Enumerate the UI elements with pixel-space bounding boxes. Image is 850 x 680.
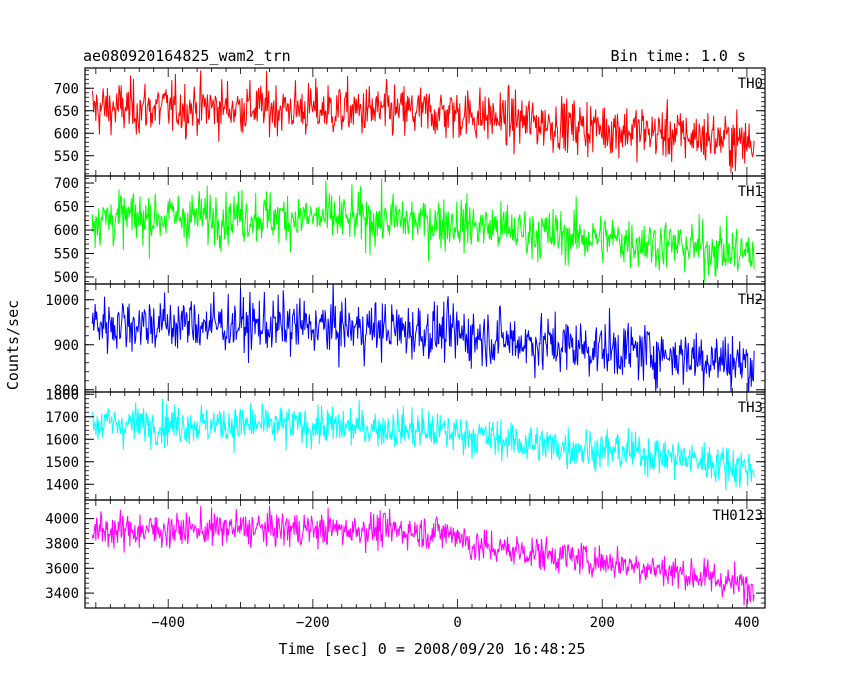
x-tick-label: 200 — [590, 615, 615, 631]
panels-group: 550 600 650 700 TH0 500 550 600 650 700 TH1 800 900 1… — [45, 67, 766, 609]
panel-label: TH0123 — [712, 508, 763, 524]
chart-title: ae080920164825_wam2_trn — [83, 47, 291, 65]
panel-th1: 500 550 600 650 700 TH1 — [54, 175, 766, 286]
y-axis-label: Counts/sec — [4, 300, 22, 390]
y-tick-label: 1800 — [45, 387, 79, 403]
y-tick-label: 1000 — [45, 293, 79, 309]
y-tick-label: 900 — [54, 338, 79, 354]
series-th3 — [91, 398, 755, 491]
x-axis: −400 −200 0 200 400 — [151, 615, 759, 631]
y-tick-label: 550 — [54, 246, 79, 262]
x-tick-label: −200 — [296, 615, 330, 631]
y-tick-label: 3800 — [45, 536, 79, 552]
panel-label: TH3 — [738, 400, 763, 416]
panel-th3: 1400 1500 1600 1700 1800 TH3 — [45, 387, 766, 501]
panel-th0: 550 600 650 700 TH0 — [54, 67, 766, 177]
series-th0 — [91, 70, 755, 174]
y-tick-label: 1500 — [45, 455, 79, 471]
y-tick-label: 600 — [54, 223, 79, 239]
y-tick-label: 1700 — [45, 410, 79, 426]
panel-th0123: 3400 3600 3800 4000 TH0123 — [45, 499, 766, 609]
series-th2 — [91, 284, 755, 392]
x-tick-label: −400 — [151, 615, 185, 631]
x-tick-label: 0 — [453, 615, 461, 631]
panel-label: TH2 — [738, 292, 763, 308]
y-tick-label: 800 — [54, 383, 79, 399]
x-axis-label: Time [sec] 0 = 2008/09/20 16:48:25 — [278, 640, 585, 658]
y-tick-label: 3400 — [45, 586, 79, 602]
panel-label: TH1 — [738, 184, 763, 200]
series-th0123 — [91, 505, 755, 606]
y-tick-label: 650 — [54, 104, 79, 120]
panel-frame — [84, 499, 766, 609]
y-tick-label: 500 — [54, 270, 79, 286]
x-tick-label: 400 — [734, 615, 759, 631]
series-th1 — [91, 178, 755, 283]
bin-time-label: Bin time: 1.0 s — [611, 47, 746, 65]
y-tick-label: 3600 — [45, 561, 79, 577]
y-tick-label: 4000 — [45, 512, 79, 528]
y-tick-label: 700 — [54, 176, 79, 192]
panel-label: TH0 — [738, 76, 763, 92]
panel-th2: 800 900 1000 TH2 — [45, 283, 766, 399]
y-tick-label: 700 — [54, 81, 79, 97]
y-tick-label: 1600 — [45, 432, 79, 448]
y-tick-label: 600 — [54, 126, 79, 142]
y-tick-label: 550 — [54, 149, 79, 165]
y-tick-label: 1400 — [45, 477, 79, 493]
y-tick-label: 650 — [54, 200, 79, 216]
